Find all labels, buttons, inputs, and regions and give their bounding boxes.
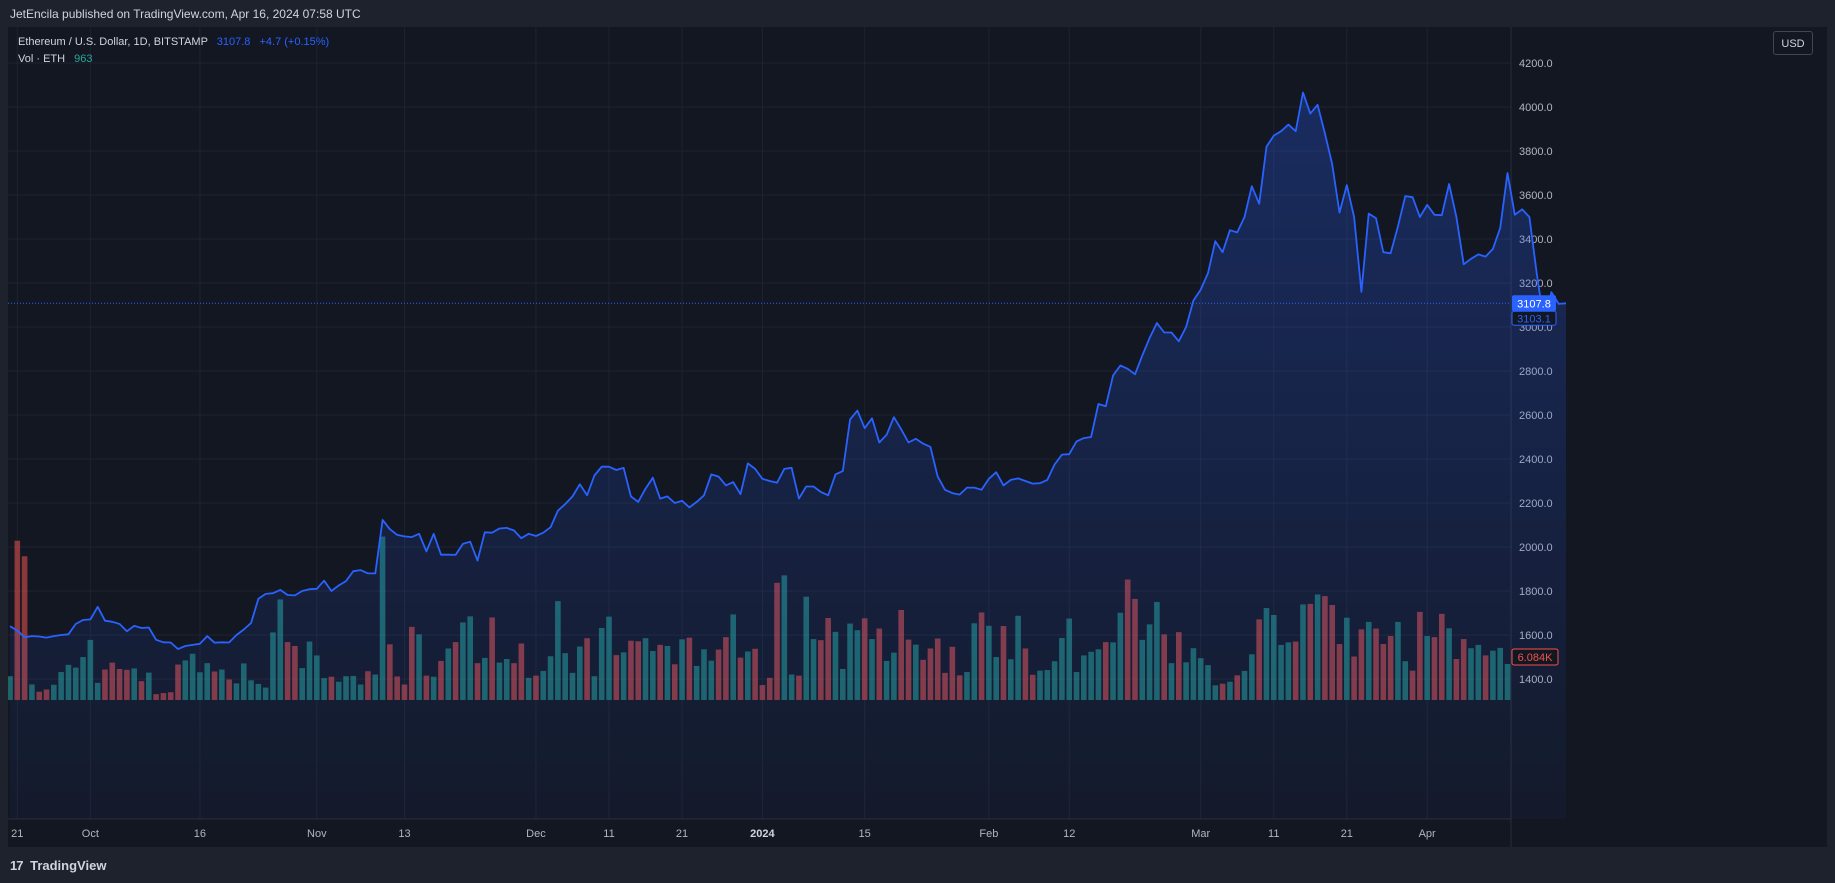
legend-price-row: Ethereum / U.S. Dollar, 1D, BITSTAMP 310… [18,34,329,51]
volume-label: Vol · ETH [18,53,66,65]
volume-value: 963 [74,53,93,65]
symbol-description: Ethereum / U.S. Dollar, 1D, BITSTAMP [18,36,208,48]
volume-tag [1511,648,1559,666]
volume-bar [21,556,28,700]
price-series-line [9,91,1567,650]
legend-change: +4.7 (+0.15%) [259,36,330,48]
y-tick-label: 4200.0 [1519,58,1553,70]
y-tick-label: 4000.0 [1519,102,1553,114]
last-price-tag [1512,295,1556,312]
currency-button[interactable]: USD [1773,31,1813,55]
secondary-price-tag [1511,310,1557,326]
price-chart[interactable]: 1400.01600.01800.02000.02200.02400.02600… [8,27,1827,847]
x-tick-label: 21 [11,828,23,840]
x-tick-label: 12 [1063,828,1075,840]
price-area-fill [10,92,1566,819]
x-tick-label: 21 [1341,828,1353,840]
x-tick-label: 13 [398,828,410,840]
volume-bar [14,540,21,700]
legend-last-price: 3107.8 [216,36,251,48]
x-tick-label: Mar [1191,828,1210,840]
y-tick-label: 3800.0 [1519,146,1553,158]
x-tick-label: Oct [82,828,99,840]
published-info: JetEncila published on TradingView.com, … [10,7,361,21]
x-tick-label: 15 [859,828,871,840]
tradingview-logo[interactable]: 17 TradingView [10,858,106,873]
secondary-price-tag-label: 3103.1 [1517,313,1551,325]
footer-bar: 17 TradingView [0,847,1835,883]
legend-volume-row: Vol · ETH 963 [18,51,329,68]
x-tick-label: 16 [194,828,206,840]
chart-legend: Ethereum / U.S. Dollar, 1D, BITSTAMP 310… [18,34,329,68]
x-tick-label: 11 [603,828,614,840]
x-tick-label: Nov [307,828,327,840]
tradingview-logo-icon: 17 [10,858,24,873]
last-price-tag-label: 3107.8 [1517,298,1551,310]
tradingview-logo-text: TradingView [30,858,107,873]
y-tick-label: 3600.0 [1519,190,1553,202]
x-tick-label: Dec [526,828,546,840]
x-tick-label: 2024 [750,828,775,840]
x-tick-label: 21 [676,828,688,840]
x-tick-label: Apr [1419,828,1436,840]
x-tick-label: Feb [979,828,998,840]
volume-tag-label: 6.084K [1518,652,1554,664]
chart-area[interactable]: 1400.01600.01800.02000.02200.02400.02600… [8,27,1827,847]
x-tick-label: 11 [1268,828,1279,840]
publish-header: JetEncila published on TradingView.com, … [0,0,1835,27]
